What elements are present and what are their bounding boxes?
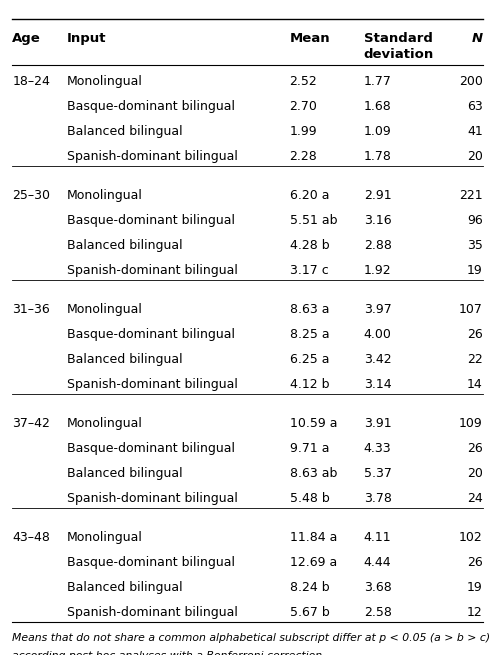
Text: 8.24 b: 8.24 b bbox=[290, 580, 329, 593]
Text: Monolingual: Monolingual bbox=[67, 417, 143, 430]
Text: 3.91: 3.91 bbox=[364, 417, 392, 430]
Text: Spanish-dominant bilingual: Spanish-dominant bilingual bbox=[67, 264, 238, 277]
Text: 3.42: 3.42 bbox=[364, 353, 392, 365]
Text: 3.17 c: 3.17 c bbox=[290, 264, 328, 277]
Text: 5.51 ab: 5.51 ab bbox=[290, 214, 337, 227]
Text: 3.16: 3.16 bbox=[364, 214, 392, 227]
Text: Age: Age bbox=[12, 32, 41, 45]
Text: 2.70: 2.70 bbox=[290, 100, 317, 113]
Text: 9.71 a: 9.71 a bbox=[290, 441, 329, 455]
Text: Spanish-dominant bilingual: Spanish-dominant bilingual bbox=[67, 492, 238, 504]
Text: 3.68: 3.68 bbox=[364, 580, 392, 593]
Text: 63: 63 bbox=[467, 100, 483, 113]
Text: 5.67 b: 5.67 b bbox=[290, 606, 329, 618]
Text: Spanish-dominant bilingual: Spanish-dominant bilingual bbox=[67, 606, 238, 618]
Text: 96: 96 bbox=[467, 214, 483, 227]
Text: Monolingual: Monolingual bbox=[67, 75, 143, 88]
Text: 4.33: 4.33 bbox=[364, 441, 392, 455]
Text: 5.37: 5.37 bbox=[364, 466, 392, 479]
Text: 6.25 a: 6.25 a bbox=[290, 353, 329, 365]
Text: 18–24: 18–24 bbox=[12, 75, 50, 88]
Text: 4.28 b: 4.28 b bbox=[290, 239, 329, 252]
Text: 2.52: 2.52 bbox=[290, 75, 317, 88]
Text: 1.68: 1.68 bbox=[364, 100, 392, 113]
Text: 12.69 a: 12.69 a bbox=[290, 555, 337, 569]
Text: Mean: Mean bbox=[290, 32, 330, 45]
Text: N: N bbox=[472, 32, 483, 45]
Text: 1.99: 1.99 bbox=[290, 125, 317, 138]
Text: 221: 221 bbox=[459, 189, 483, 202]
Text: Monolingual: Monolingual bbox=[67, 531, 143, 544]
Text: 20: 20 bbox=[467, 150, 483, 163]
Text: 4.00: 4.00 bbox=[364, 328, 392, 341]
Text: 41: 41 bbox=[467, 125, 483, 138]
Text: Basque-dominant bilingual: Basque-dominant bilingual bbox=[67, 555, 235, 569]
Text: Basque-dominant bilingual: Basque-dominant bilingual bbox=[67, 100, 235, 113]
Text: 1.77: 1.77 bbox=[364, 75, 392, 88]
Text: 24: 24 bbox=[467, 492, 483, 504]
Text: 19: 19 bbox=[467, 580, 483, 593]
Text: 31–36: 31–36 bbox=[12, 303, 50, 316]
Text: 10.59 a: 10.59 a bbox=[290, 417, 337, 430]
Text: Standard
deviation: Standard deviation bbox=[364, 32, 434, 61]
Text: 25–30: 25–30 bbox=[12, 189, 50, 202]
Text: 3.97: 3.97 bbox=[364, 303, 392, 316]
Text: Balanced bilingual: Balanced bilingual bbox=[67, 466, 183, 479]
Text: Means that do not share a common alphabetical subscript differ at p < 0.05 (a > : Means that do not share a common alphabe… bbox=[12, 633, 491, 643]
Text: 1.09: 1.09 bbox=[364, 125, 392, 138]
Text: 22: 22 bbox=[467, 353, 483, 365]
Text: 12: 12 bbox=[467, 606, 483, 618]
Text: 19: 19 bbox=[467, 264, 483, 277]
Text: 20: 20 bbox=[467, 466, 483, 479]
Text: Monolingual: Monolingual bbox=[67, 303, 143, 316]
Text: 14: 14 bbox=[467, 378, 483, 391]
Text: 200: 200 bbox=[459, 75, 483, 88]
Text: 8.63 a: 8.63 a bbox=[290, 303, 329, 316]
Text: 6.20 a: 6.20 a bbox=[290, 189, 329, 202]
Text: Balanced bilingual: Balanced bilingual bbox=[67, 125, 183, 138]
Text: 37–42: 37–42 bbox=[12, 417, 50, 430]
Text: 2.58: 2.58 bbox=[364, 606, 392, 618]
Text: 1.78: 1.78 bbox=[364, 150, 392, 163]
Text: 26: 26 bbox=[467, 555, 483, 569]
Text: Basque-dominant bilingual: Basque-dominant bilingual bbox=[67, 328, 235, 341]
Text: 102: 102 bbox=[459, 531, 483, 544]
Text: 35: 35 bbox=[467, 239, 483, 252]
Text: 26: 26 bbox=[467, 441, 483, 455]
Text: Input: Input bbox=[67, 32, 106, 45]
Text: Basque-dominant bilingual: Basque-dominant bilingual bbox=[67, 214, 235, 227]
Text: Spanish-dominant bilingual: Spanish-dominant bilingual bbox=[67, 150, 238, 163]
Text: 8.63 ab: 8.63 ab bbox=[290, 466, 337, 479]
Text: 109: 109 bbox=[459, 417, 483, 430]
Text: Balanced bilingual: Balanced bilingual bbox=[67, 353, 183, 365]
Text: 11.84 a: 11.84 a bbox=[290, 531, 337, 544]
Text: 43–48: 43–48 bbox=[12, 531, 50, 544]
Text: 107: 107 bbox=[459, 303, 483, 316]
Text: according post hoc analyses with a Bonferroni correction.: according post hoc analyses with a Bonfe… bbox=[12, 651, 326, 655]
Text: 4.11: 4.11 bbox=[364, 531, 392, 544]
Text: 5.48 b: 5.48 b bbox=[290, 492, 329, 504]
Text: 4.44: 4.44 bbox=[364, 555, 392, 569]
Text: 2.88: 2.88 bbox=[364, 239, 392, 252]
Text: Monolingual: Monolingual bbox=[67, 189, 143, 202]
Text: 3.78: 3.78 bbox=[364, 492, 392, 504]
Text: 2.28: 2.28 bbox=[290, 150, 317, 163]
Text: 1.92: 1.92 bbox=[364, 264, 392, 277]
Text: 4.12 b: 4.12 b bbox=[290, 378, 329, 391]
Text: Basque-dominant bilingual: Basque-dominant bilingual bbox=[67, 441, 235, 455]
Text: Balanced bilingual: Balanced bilingual bbox=[67, 239, 183, 252]
Text: Spanish-dominant bilingual: Spanish-dominant bilingual bbox=[67, 378, 238, 391]
Text: 2.91: 2.91 bbox=[364, 189, 392, 202]
Text: Balanced bilingual: Balanced bilingual bbox=[67, 580, 183, 593]
Text: 3.14: 3.14 bbox=[364, 378, 392, 391]
Text: 8.25 a: 8.25 a bbox=[290, 328, 329, 341]
Text: 26: 26 bbox=[467, 328, 483, 341]
